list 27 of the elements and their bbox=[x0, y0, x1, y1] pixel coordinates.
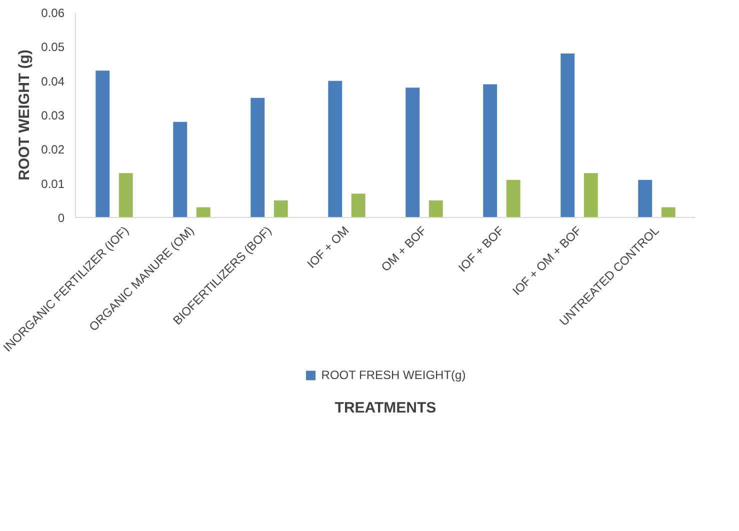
x-axis-title: TREATMENTS bbox=[334, 400, 436, 416]
bar bbox=[406, 88, 420, 218]
y-tick-label: 0.06 bbox=[41, 6, 65, 20]
bar bbox=[428, 200, 443, 218]
legend-label: ROOT FRESH WEIGHT(g) bbox=[321, 368, 466, 382]
bar bbox=[560, 54, 575, 218]
y-tick-label: 0 bbox=[58, 211, 65, 225]
y-tick-label: 0.05 bbox=[41, 40, 65, 54]
bar bbox=[96, 70, 110, 218]
bar bbox=[173, 122, 188, 218]
bar bbox=[250, 98, 265, 218]
bar bbox=[196, 207, 210, 218]
bar bbox=[274, 200, 288, 218]
y-tick-label: 0.03 bbox=[41, 108, 65, 122]
y-axis-title: ROOT WEIGHT (g) bbox=[16, 50, 34, 180]
bar bbox=[506, 180, 520, 218]
y-tick-label: 0.02 bbox=[41, 142, 65, 157]
bar bbox=[483, 84, 498, 218]
bar bbox=[328, 80, 342, 218]
x-tick-label: IOF + OM bbox=[304, 224, 352, 271]
y-tick-label: 0.01 bbox=[41, 176, 65, 191]
y-tick-label: 0.04 bbox=[41, 74, 65, 88]
bar bbox=[584, 173, 598, 218]
bar bbox=[638, 180, 652, 218]
bar bbox=[351, 194, 366, 218]
bar bbox=[118, 173, 133, 218]
bar bbox=[661, 207, 676, 218]
